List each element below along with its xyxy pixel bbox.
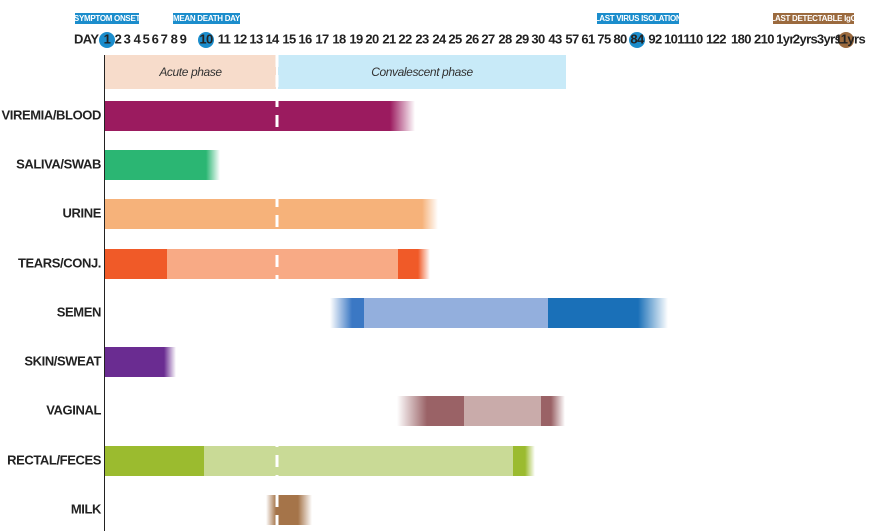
day-highlight xyxy=(629,32,645,48)
day-label: 2yrs xyxy=(793,31,818,46)
marker-tag xyxy=(773,13,854,24)
range-bar xyxy=(266,495,312,525)
day-label: 16 xyxy=(298,31,312,46)
day-label: 28 xyxy=(498,31,512,46)
phase-box xyxy=(105,55,276,89)
day-label: 2 xyxy=(115,31,122,46)
phase-label: Convalescent phase xyxy=(371,65,473,79)
day-label: 1yr xyxy=(776,31,794,46)
row-label: MILK xyxy=(71,501,102,516)
day-label: 17 xyxy=(315,31,329,46)
range-bar xyxy=(167,249,398,279)
day-label: 27 xyxy=(481,31,495,46)
marker-label: SYMPTOM ONSET xyxy=(74,14,141,23)
day-label: 20 xyxy=(365,31,379,46)
day-label: 43 xyxy=(548,31,562,46)
day-label: 11yrs xyxy=(835,31,866,46)
day-label: 5 xyxy=(143,31,150,46)
row-label: VAGINAL xyxy=(46,402,101,417)
day-label: 29 xyxy=(515,31,529,46)
marker-tag xyxy=(173,13,240,24)
day-label: 122 xyxy=(706,31,726,46)
day-label: 3yrs xyxy=(817,31,842,46)
day-label: 6 xyxy=(152,31,159,46)
day-label: 84 xyxy=(630,31,645,46)
range-bar xyxy=(397,396,432,426)
day-label: 1 xyxy=(104,31,111,46)
row-label: SKIN/SWEAT xyxy=(24,353,101,368)
day-highlight xyxy=(198,32,214,48)
range-bar xyxy=(105,446,204,476)
row-label: VIREMIA/BLOOD xyxy=(1,107,101,122)
day-label: 8 xyxy=(171,31,178,46)
axis-title: DAY xyxy=(74,31,99,46)
marker-label: LAST DETECTABLE IgG xyxy=(770,14,856,23)
day-label: 23 xyxy=(415,31,429,46)
day-highlight xyxy=(99,32,115,48)
marker-label: MEAN DEATH DAY xyxy=(173,14,241,23)
day-label: 61 xyxy=(581,31,595,46)
day-label: 10 xyxy=(199,31,213,46)
day-label: 75 xyxy=(597,31,611,46)
day-label: 7 xyxy=(161,31,168,46)
range-bar xyxy=(105,347,176,377)
range-bar xyxy=(398,249,430,279)
day-label: 12 xyxy=(233,31,247,46)
day-label: 57 xyxy=(565,31,579,46)
day-label: 14 xyxy=(265,31,280,46)
row-label: RECTAL/FECES xyxy=(7,452,102,467)
row-label: SALIVA/SWAB xyxy=(16,156,101,171)
range-bar xyxy=(105,199,438,229)
day-label: 15 xyxy=(282,31,296,46)
day-label: 4 xyxy=(134,31,142,46)
marker-tag xyxy=(75,13,139,24)
day-label: 24 xyxy=(432,31,447,46)
day-label: 22 xyxy=(398,31,412,46)
day-label: 19 xyxy=(349,31,363,46)
range-bar xyxy=(464,396,541,426)
range-bar xyxy=(204,446,513,476)
day-highlight xyxy=(838,32,854,48)
day-label: 18 xyxy=(332,31,346,46)
range-bar xyxy=(330,298,364,328)
row-label: SEMEN xyxy=(57,304,101,319)
day-label: 80 xyxy=(613,31,627,46)
range-bar xyxy=(548,298,668,328)
marker-tag xyxy=(597,13,679,24)
day-label: 3 xyxy=(124,31,131,46)
day-label: 110 xyxy=(683,31,703,46)
range-bar xyxy=(105,150,220,180)
day-label: 21 xyxy=(382,31,396,46)
day-label: 180 xyxy=(731,31,751,46)
range-bar xyxy=(105,101,415,131)
day-label: 101 xyxy=(664,31,684,46)
day-label: 92 xyxy=(648,31,662,46)
day-label: 30 xyxy=(531,31,545,46)
day-label: 13 xyxy=(249,31,263,46)
day-label: 26 xyxy=(465,31,479,46)
marker-label: LAST VIRUS ISOLATION xyxy=(595,14,682,23)
range-bar xyxy=(432,396,464,426)
row-label: URINE xyxy=(63,205,102,220)
day-label: 25 xyxy=(448,31,462,46)
day-label: 11 xyxy=(218,31,231,46)
day-label: 9 xyxy=(180,31,187,46)
range-bar xyxy=(541,396,565,426)
day-label: 210 xyxy=(754,31,774,46)
row-label: TEARS/CONJ. xyxy=(18,255,101,270)
phase-label: Acute phase xyxy=(158,65,222,79)
range-bar xyxy=(513,446,535,476)
phase-box xyxy=(278,55,566,89)
range-bar xyxy=(364,298,548,328)
range-bar xyxy=(105,249,167,279)
